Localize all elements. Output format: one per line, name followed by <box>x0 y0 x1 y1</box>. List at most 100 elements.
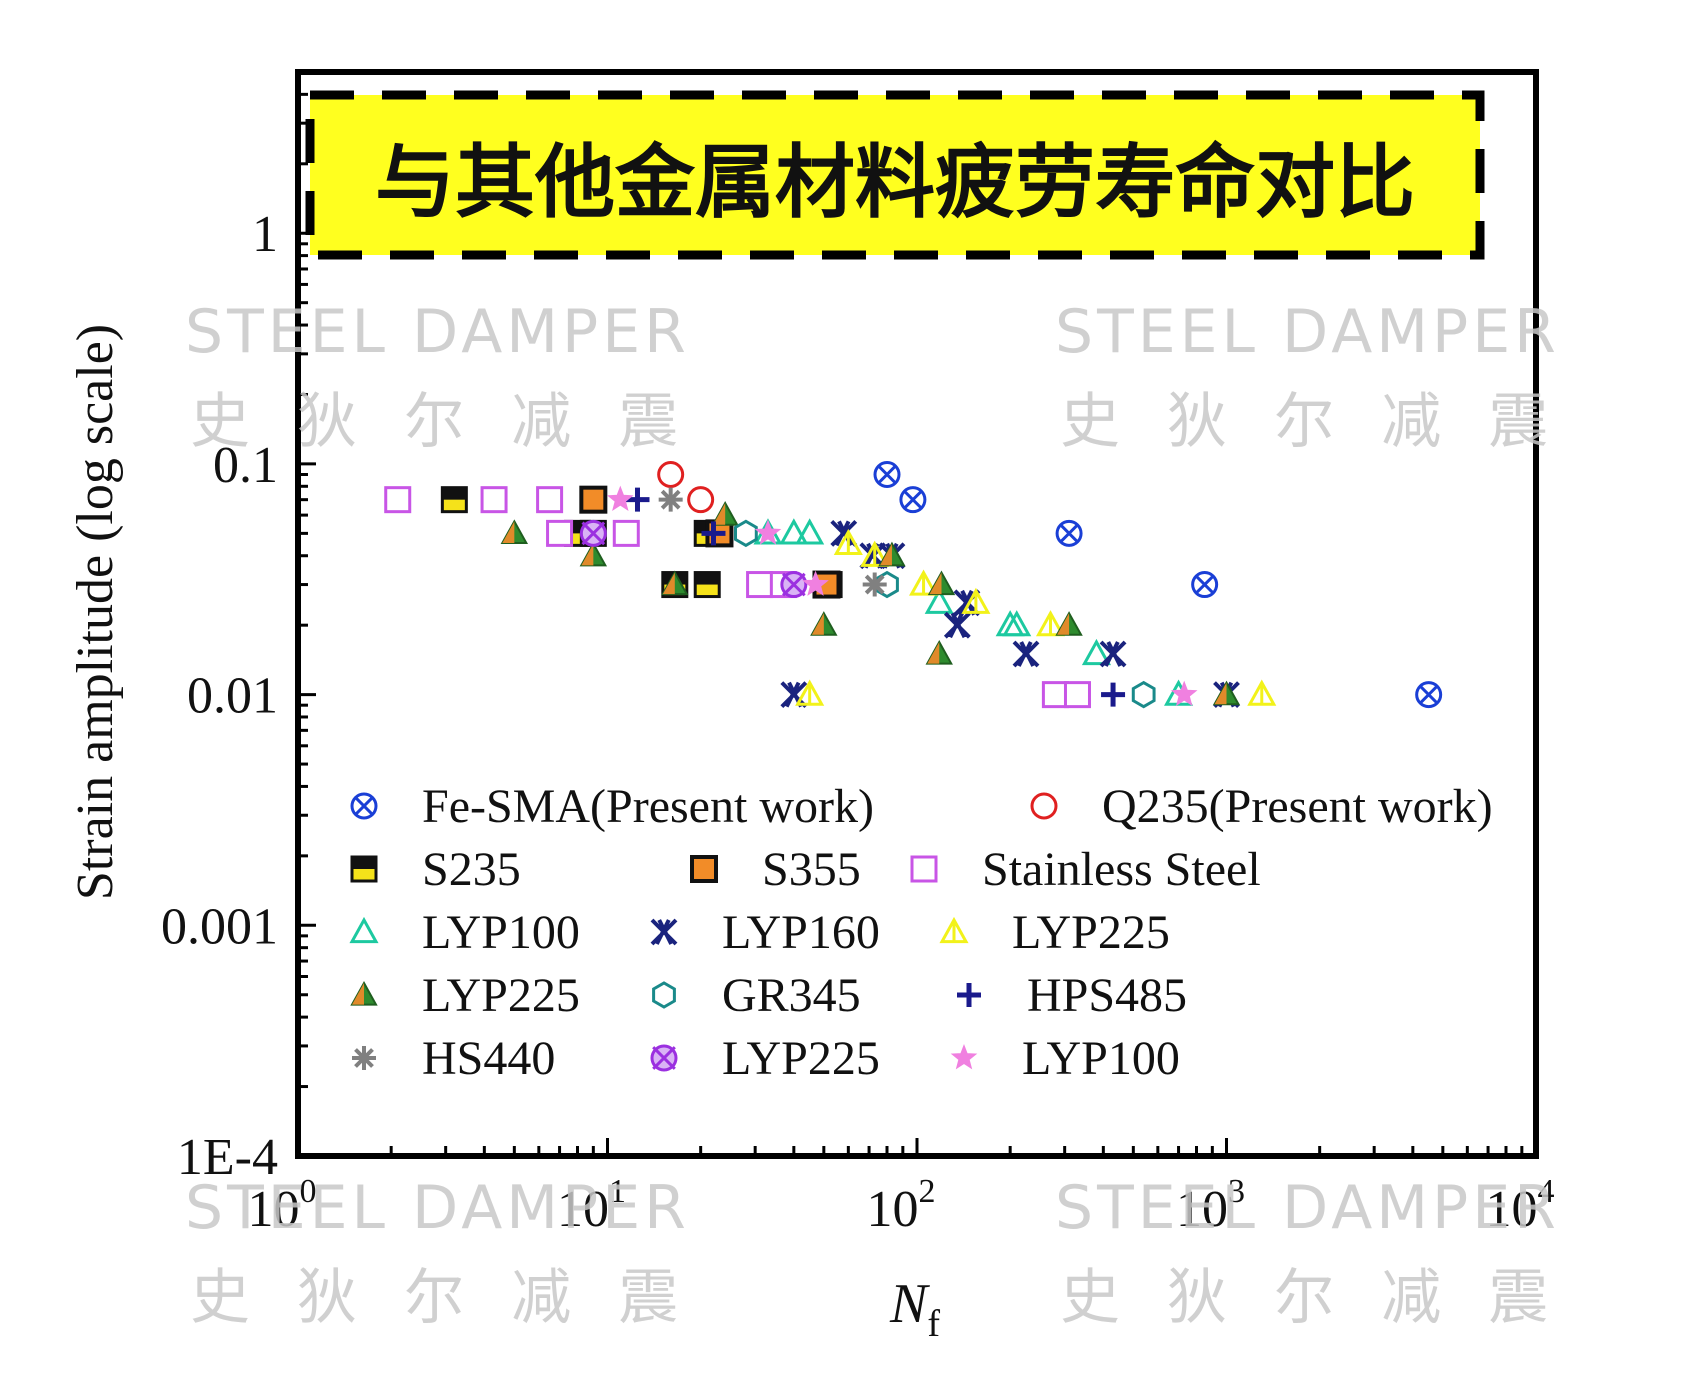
data-point <box>953 589 981 617</box>
data-point <box>1415 681 1443 709</box>
data-point <box>746 571 774 599</box>
data-point <box>873 460 901 488</box>
series-4 <box>384 486 1091 709</box>
data-point <box>693 571 721 599</box>
legend-label: LYP100 <box>1022 1032 1180 1085</box>
data-point <box>1041 681 1069 709</box>
x-tick-label-exp: 1 <box>609 1173 626 1210</box>
legend-label: LYP100 <box>422 906 580 959</box>
watermark-text-cn: 史 狄 尔 减 震 <box>1060 1263 1562 1333</box>
data-point <box>440 486 468 514</box>
data-point <box>860 540 890 567</box>
watermark-text-cn: 史 狄 尔 减 震 <box>1060 387 1562 457</box>
x-tick-label: 103 <box>1176 1173 1245 1238</box>
y-tick-label: 0.001 <box>161 898 278 955</box>
data-point <box>384 486 412 514</box>
legend-item: GR345 <box>652 969 861 1022</box>
legend-label: S235 <box>422 843 521 896</box>
data-point <box>711 501 739 526</box>
data-point <box>1081 638 1111 666</box>
data-point <box>546 519 574 547</box>
legend-item: LYP225 <box>939 906 1170 959</box>
data-point <box>1055 611 1083 636</box>
data-point <box>701 521 726 546</box>
data-point <box>1131 680 1156 709</box>
legend-marker <box>950 1044 978 1070</box>
legend-item: LYP100 <box>950 1032 1180 1085</box>
x-tick-label-base: 10 <box>248 1181 300 1238</box>
data-point <box>1035 610 1066 637</box>
data-point <box>1012 640 1040 668</box>
data-point <box>579 541 608 567</box>
legend-item: LYP160 <box>650 906 880 959</box>
legend-item: S355 <box>690 843 861 896</box>
data-point <box>536 486 564 514</box>
legend-item: HPS485 <box>957 969 1187 1022</box>
data-point <box>862 572 887 597</box>
legend-marker <box>349 916 379 944</box>
data-point <box>924 587 954 614</box>
legend-label: LYP225 <box>422 969 580 1022</box>
data-point <box>795 518 825 545</box>
legend-label: Q235(Present work) <box>1102 780 1493 833</box>
data-point <box>795 679 825 706</box>
watermark-text-cn: 史 狄 尔 减 震 <box>190 387 692 457</box>
series-13 <box>607 485 1198 706</box>
legend: Fe-SMA(Present work) Q235(Present work) S2… <box>349 780 1493 1085</box>
legend-item: HS440 <box>352 1032 555 1085</box>
x-tick-label-exp: 2 <box>919 1173 936 1210</box>
legend-marker <box>350 855 378 883</box>
series-11 <box>658 487 887 597</box>
series-1 <box>657 460 715 514</box>
watermark-text: STEEL DAMPER <box>185 297 690 367</box>
data-point <box>1063 681 1091 709</box>
data-point <box>943 611 971 639</box>
legend-marker <box>957 983 981 1007</box>
title-banner: 与其他金属材料疲劳寿命对比 <box>305 90 1485 260</box>
title-box <box>305 90 1485 260</box>
data-point <box>657 460 685 488</box>
watermark-text-cn: 史 狄 尔 减 震 <box>190 1263 692 1333</box>
series-8 <box>500 501 1241 706</box>
series-0 <box>873 460 1443 709</box>
legend-marker <box>352 1046 376 1070</box>
y-tick-label: 0.01 <box>187 668 278 725</box>
data-point <box>480 486 508 514</box>
data-points <box>384 460 1443 709</box>
y-tick-label: 0.1 <box>213 437 278 494</box>
data-point <box>830 519 858 547</box>
watermark-text: STEEL DAMPER <box>1055 1173 1560 1243</box>
x-tick-label-base: 10 <box>1486 1181 1538 1238</box>
legend-marker <box>350 792 378 820</box>
x-axis-label-main: N <box>889 1273 930 1335</box>
data-point <box>927 570 956 596</box>
legend-label: HS440 <box>422 1032 555 1085</box>
data-point <box>734 519 758 548</box>
series-7 <box>795 528 1277 706</box>
data-point <box>579 485 608 514</box>
legend-item: S235 <box>350 843 521 896</box>
x-tick-label-exp: 4 <box>1538 1173 1555 1210</box>
data-point <box>859 542 887 570</box>
data-point <box>661 570 689 596</box>
data-point <box>802 570 829 596</box>
data-point <box>1002 610 1032 637</box>
plot-frame <box>295 69 1539 1159</box>
legend-label: LYP160 <box>722 906 880 959</box>
data-point <box>961 587 991 614</box>
y-tick-labels: 1 0.1 0.01 0.001 1E-4 <box>161 206 278 1186</box>
data-point <box>899 486 927 514</box>
data-point <box>1099 640 1127 668</box>
legend-label: LYP225 <box>1012 906 1170 959</box>
data-point <box>779 518 809 545</box>
y-tick-label: 1E-4 <box>177 1129 278 1186</box>
data-point <box>780 681 808 709</box>
data-point <box>625 487 650 512</box>
data-point <box>925 639 953 665</box>
x-tick-label-base: 10 <box>1176 1181 1228 1238</box>
x-tick-label-exp: 3 <box>1228 1173 1245 1210</box>
legend-item: LYP225 <box>650 1032 880 1085</box>
legend-item: Q235(Present work) <box>1030 780 1493 833</box>
data-point <box>658 487 683 512</box>
